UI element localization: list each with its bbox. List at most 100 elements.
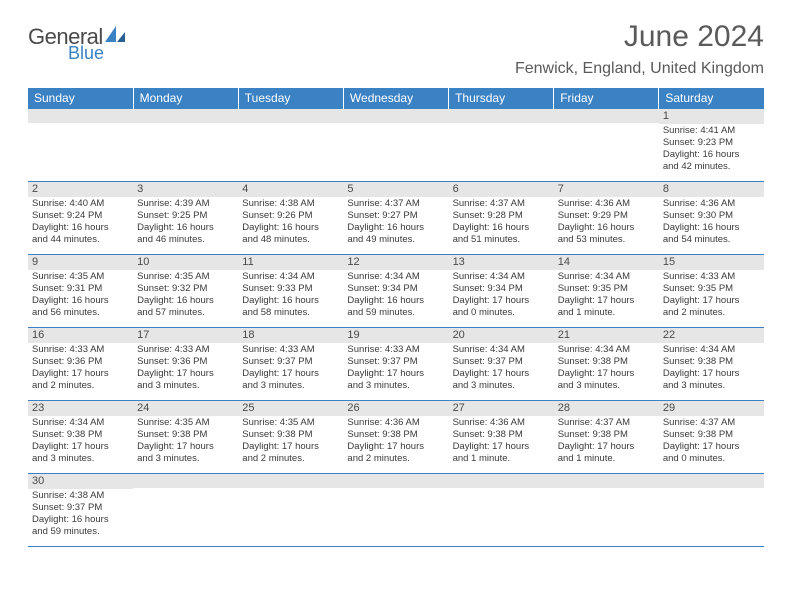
day-number: 24 — [133, 401, 238, 416]
calendar-day-cell: 7Sunrise: 4:36 AMSunset: 9:29 PMDaylight… — [554, 182, 659, 255]
day-detail-line: Sunset: 9:36 PM — [32, 356, 129, 368]
day-detail-line: and 0 minutes. — [663, 453, 760, 465]
day-number: 12 — [343, 255, 448, 270]
day-detail-line: and 3 minutes. — [663, 380, 760, 392]
location: Fenwick, England, United Kingdom — [515, 60, 764, 78]
calendar-day-cell: 14Sunrise: 4:34 AMSunset: 9:35 PMDayligh… — [554, 255, 659, 328]
day-detail-line: Sunrise: 4:35 AM — [242, 417, 339, 429]
day-number: 30 — [28, 474, 133, 489]
day-details — [343, 488, 448, 543]
weekday-header: Sunday — [28, 88, 133, 109]
day-number: 14 — [554, 255, 659, 270]
day-detail-line: Daylight: 17 hours — [453, 295, 550, 307]
day-number — [659, 474, 764, 488]
day-detail-line: Sunset: 9:29 PM — [558, 210, 655, 222]
day-number: 11 — [238, 255, 343, 270]
day-details: Sunrise: 4:37 AMSunset: 9:38 PMDaylight:… — [659, 416, 764, 467]
day-details: Sunrise: 4:33 AMSunset: 9:36 PMDaylight:… — [28, 343, 133, 394]
weekday-header: Saturday — [659, 88, 764, 109]
day-detail-line: and 3 minutes. — [137, 380, 234, 392]
day-detail-line: Sunset: 9:37 PM — [347, 356, 444, 368]
day-detail-line: Sunrise: 4:36 AM — [453, 417, 550, 429]
day-details: Sunrise: 4:38 AMSunset: 9:26 PMDaylight:… — [238, 197, 343, 248]
day-detail-line: Sunset: 9:37 PM — [453, 356, 550, 368]
day-detail-line: Sunrise: 4:34 AM — [242, 271, 339, 283]
day-details: Sunrise: 4:40 AMSunset: 9:24 PMDaylight:… — [28, 197, 133, 248]
day-detail-line: and 53 minutes. — [558, 234, 655, 246]
day-detail-line: and 3 minutes. — [347, 380, 444, 392]
day-detail-line: Sunrise: 4:39 AM — [137, 198, 234, 210]
weekday-header: Tuesday — [238, 88, 343, 109]
day-detail-line: Sunset: 9:37 PM — [242, 356, 339, 368]
calendar-day-cell: 28Sunrise: 4:37 AMSunset: 9:38 PMDayligh… — [554, 401, 659, 474]
calendar-day-cell — [554, 109, 659, 182]
day-detail-line: Sunrise: 4:34 AM — [453, 271, 550, 283]
day-details — [554, 488, 659, 543]
day-details: Sunrise: 4:36 AMSunset: 9:38 PMDaylight:… — [343, 416, 448, 467]
day-detail-line: Sunset: 9:25 PM — [137, 210, 234, 222]
day-detail-line: Sunrise: 4:35 AM — [137, 417, 234, 429]
day-details: Sunrise: 4:34 AMSunset: 9:37 PMDaylight:… — [449, 343, 554, 394]
day-details: Sunrise: 4:39 AMSunset: 9:25 PMDaylight:… — [133, 197, 238, 248]
calendar-week-row: 16Sunrise: 4:33 AMSunset: 9:36 PMDayligh… — [28, 328, 764, 401]
day-details: Sunrise: 4:36 AMSunset: 9:29 PMDaylight:… — [554, 197, 659, 248]
day-detail-line: Sunrise: 4:37 AM — [663, 417, 760, 429]
weekday-header: Friday — [554, 88, 659, 109]
day-detail-line: Sunset: 9:27 PM — [347, 210, 444, 222]
day-detail-line: Sunset: 9:30 PM — [663, 210, 760, 222]
day-detail-line: and 59 minutes. — [347, 307, 444, 319]
calendar-day-cell — [449, 109, 554, 182]
day-detail-line: and 3 minutes. — [558, 380, 655, 392]
calendar-day-cell — [343, 109, 448, 182]
day-detail-line: and 54 minutes. — [663, 234, 760, 246]
day-detail-line: Sunrise: 4:35 AM — [32, 271, 129, 283]
day-detail-line: Daylight: 17 hours — [137, 368, 234, 380]
day-detail-line: Sunrise: 4:40 AM — [32, 198, 129, 210]
calendar-day-cell: 5Sunrise: 4:37 AMSunset: 9:27 PMDaylight… — [343, 182, 448, 255]
day-detail-line: Daylight: 16 hours — [347, 295, 444, 307]
day-detail-line: Sunset: 9:38 PM — [558, 429, 655, 441]
calendar-day-cell: 2Sunrise: 4:40 AMSunset: 9:24 PMDaylight… — [28, 182, 133, 255]
day-detail-line: and 51 minutes. — [453, 234, 550, 246]
day-detail-line: Sunset: 9:24 PM — [32, 210, 129, 222]
day-detail-line: Sunrise: 4:33 AM — [137, 344, 234, 356]
day-detail-line: Daylight: 17 hours — [347, 441, 444, 453]
day-detail-line: Daylight: 16 hours — [242, 222, 339, 234]
day-details — [238, 488, 343, 543]
day-number: 5 — [343, 182, 448, 197]
calendar-day-cell — [449, 474, 554, 547]
day-number: 18 — [238, 328, 343, 343]
day-detail-line: Sunset: 9:26 PM — [242, 210, 339, 222]
day-detail-line: and 49 minutes. — [347, 234, 444, 246]
day-number: 20 — [449, 328, 554, 343]
calendar-day-cell: 11Sunrise: 4:34 AMSunset: 9:33 PMDayligh… — [238, 255, 343, 328]
day-detail-line: Sunrise: 4:34 AM — [558, 271, 655, 283]
day-detail-line: Daylight: 16 hours — [347, 222, 444, 234]
day-details: Sunrise: 4:37 AMSunset: 9:38 PMDaylight:… — [554, 416, 659, 467]
day-number — [238, 474, 343, 488]
day-detail-line: Sunrise: 4:34 AM — [558, 344, 655, 356]
calendar-week-row: 9Sunrise: 4:35 AMSunset: 9:31 PMDaylight… — [28, 255, 764, 328]
day-detail-line: Sunrise: 4:37 AM — [347, 198, 444, 210]
day-detail-line: Sunrise: 4:33 AM — [32, 344, 129, 356]
day-detail-line: Sunset: 9:38 PM — [347, 429, 444, 441]
day-details — [28, 123, 133, 178]
day-number — [554, 474, 659, 488]
day-details — [449, 123, 554, 178]
header: General Blue June 2024 Fenwick, England,… — [28, 20, 764, 78]
calendar-day-cell: 13Sunrise: 4:34 AMSunset: 9:34 PMDayligh… — [449, 255, 554, 328]
calendar-day-cell: 26Sunrise: 4:36 AMSunset: 9:38 PMDayligh… — [343, 401, 448, 474]
day-detail-line: Sunrise: 4:36 AM — [558, 198, 655, 210]
day-number — [133, 109, 238, 123]
calendar-day-cell: 6Sunrise: 4:37 AMSunset: 9:28 PMDaylight… — [449, 182, 554, 255]
day-details — [133, 123, 238, 178]
day-details: Sunrise: 4:33 AMSunset: 9:37 PMDaylight:… — [343, 343, 448, 394]
day-details: Sunrise: 4:34 AMSunset: 9:35 PMDaylight:… — [554, 270, 659, 321]
day-number: 7 — [554, 182, 659, 197]
day-detail-line: Sunset: 9:38 PM — [137, 429, 234, 441]
day-detail-line: and 0 minutes. — [453, 307, 550, 319]
day-detail-line: Sunset: 9:28 PM — [453, 210, 550, 222]
day-details — [554, 123, 659, 178]
day-detail-line: Daylight: 17 hours — [347, 368, 444, 380]
day-detail-line: Daylight: 17 hours — [137, 441, 234, 453]
